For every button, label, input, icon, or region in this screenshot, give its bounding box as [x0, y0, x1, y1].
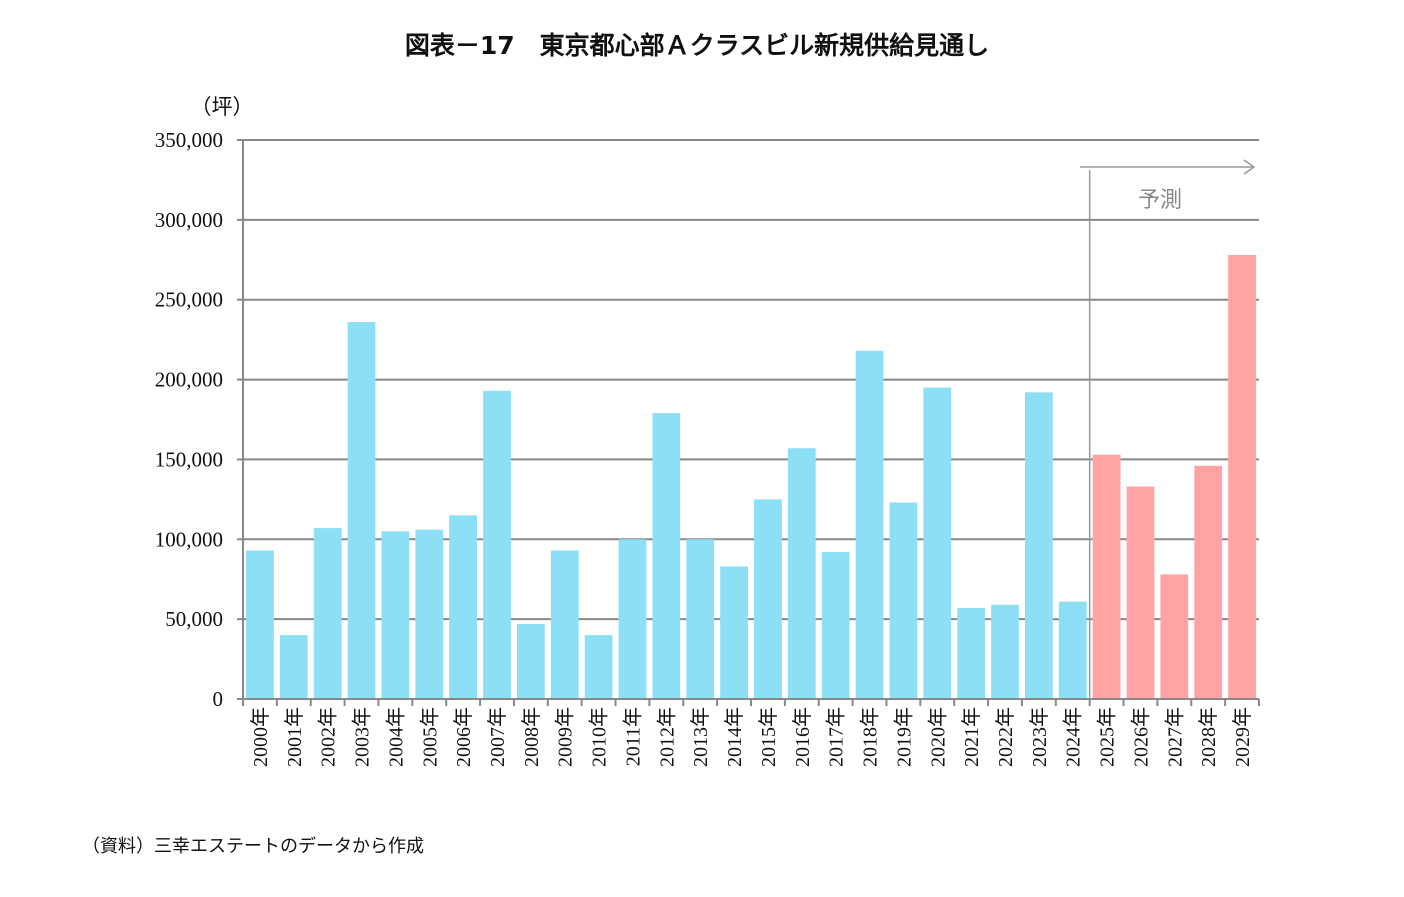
- bar-2020年: [923, 387, 952, 699]
- x-tick-label: 2022年: [994, 707, 1017, 767]
- bar-2012年: [652, 413, 681, 699]
- y-tick-label: 50,000: [165, 607, 223, 631]
- x-tick-label: 2016年: [791, 707, 814, 767]
- y-tick-label: 300,000: [155, 208, 223, 232]
- bar-2022年: [991, 604, 1019, 699]
- bar-2000年: [246, 550, 274, 699]
- bar-2003年: [347, 322, 376, 699]
- bar-2008年: [516, 623, 545, 699]
- forecast-label: 予測: [1138, 188, 1182, 213]
- bar-2010年: [584, 635, 613, 699]
- bar-2001年: [279, 635, 308, 699]
- y-tick-label: 0: [213, 687, 224, 711]
- bar-2017年: [821, 552, 850, 699]
- x-tick-label: 2028年: [1197, 707, 1220, 767]
- x-tick-label: 2027年: [1163, 707, 1186, 767]
- bar-2019年: [889, 502, 918, 699]
- x-tick-label: 2024年: [1062, 707, 1085, 767]
- bar-2021年: [957, 607, 986, 699]
- x-tick-label: 2006年: [452, 707, 475, 767]
- y-tick-label: 150,000: [155, 447, 223, 471]
- x-tick-label: 2001年: [283, 707, 306, 767]
- bar-2024年: [1058, 601, 1087, 699]
- x-tick-label: 2026年: [1129, 707, 1152, 767]
- x-tick-label: 2003年: [351, 707, 374, 767]
- x-tick-label: 2029年: [1231, 707, 1254, 767]
- x-tick-label: 2005年: [418, 707, 441, 767]
- bar-2005年: [415, 529, 444, 699]
- y-tick-label: 200,000: [155, 368, 223, 392]
- bar-2013年: [686, 539, 715, 699]
- bar-2025年: [1092, 454, 1121, 699]
- x-tick-label: 2017年: [825, 707, 848, 767]
- x-tick-label: 2007年: [486, 707, 509, 767]
- x-tick-label: 2008年: [520, 707, 543, 767]
- bar-2023年: [1024, 392, 1053, 699]
- x-tick-label: 2025年: [1096, 707, 1119, 767]
- y-tick-label: 350,000: [155, 128, 223, 152]
- x-tick-label: 2021年: [960, 707, 983, 767]
- bar-2006年: [449, 515, 478, 699]
- bar-2018年: [855, 350, 884, 699]
- x-tick-label: 2011年: [621, 707, 644, 766]
- x-tick-label: 2015年: [757, 707, 780, 767]
- source-note: （資料）三幸エステートのデータから作成: [82, 836, 424, 857]
- x-tick-label: 2004年: [384, 707, 407, 767]
- arrow-head-icon: [1243, 159, 1256, 175]
- bar-2014年: [720, 566, 748, 699]
- x-tick-label: 2010年: [588, 707, 611, 767]
- bar-2016年: [787, 448, 816, 699]
- x-tick-label: 2013年: [689, 707, 712, 767]
- chart-title: 図表－17 東京都心部Ａクラスビル新規供給見通し: [404, 31, 990, 60]
- bar-2004年: [381, 531, 410, 699]
- x-tick-label: 2002年: [317, 707, 340, 767]
- y-tick-label: 250,000: [155, 288, 223, 312]
- bar-2029年: [1228, 254, 1256, 699]
- bar-2027年: [1160, 574, 1189, 699]
- x-tick-label: 2009年: [554, 707, 577, 767]
- y-tick-label: 100,000: [155, 527, 223, 551]
- y-axis-label: （坪）: [191, 95, 254, 119]
- x-tick-label: 2018年: [859, 707, 882, 767]
- bar-2007年: [483, 390, 511, 699]
- bar-2015年: [754, 499, 782, 699]
- bar-2002年: [313, 528, 342, 699]
- x-tick-label: 2020年: [926, 707, 949, 767]
- x-tick-label: 2014年: [723, 707, 746, 767]
- bar-2011年: [618, 539, 647, 699]
- bar-2009年: [550, 550, 579, 699]
- x-tick-label: 2023年: [1028, 707, 1051, 767]
- bar-2026年: [1126, 486, 1155, 699]
- x-tick-label: 2019年: [892, 707, 915, 767]
- x-tick-label: 2000年: [249, 707, 272, 767]
- x-tick-label: 2012年: [655, 707, 678, 767]
- bar-2028年: [1194, 465, 1223, 699]
